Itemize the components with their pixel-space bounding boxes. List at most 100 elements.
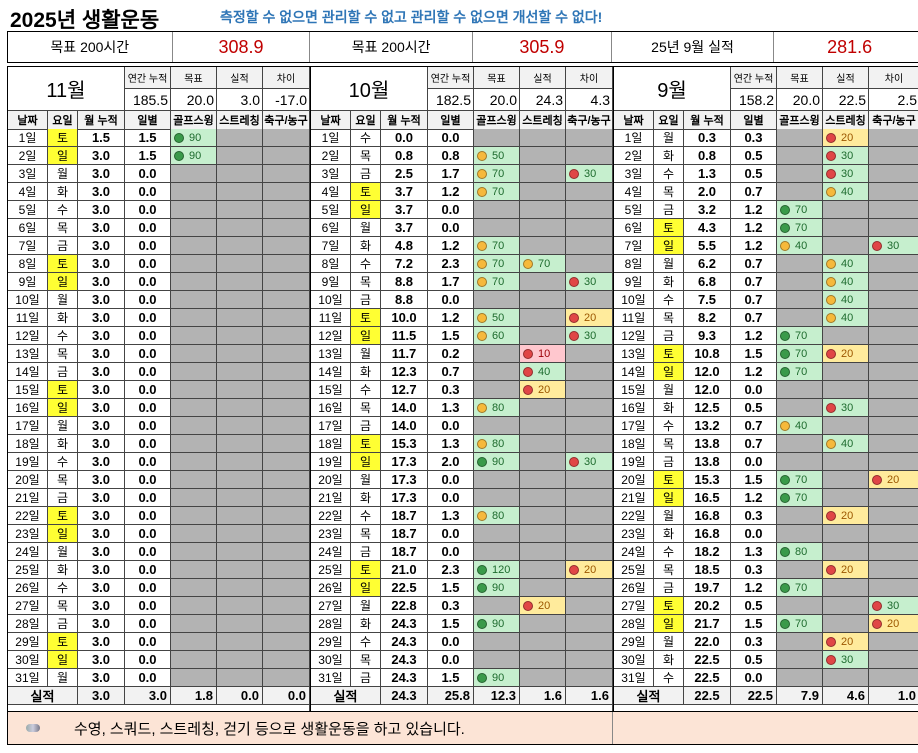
month-cumulative-cell[interactable]: 4.8 — [381, 237, 428, 255]
month-cumulative-cell[interactable]: 3.7 — [381, 201, 428, 219]
empty-activity-cell[interactable] — [474, 489, 520, 507]
empty-activity-cell[interactable] — [566, 435, 613, 453]
summary-label[interactable]: 25년 9월 실적 — [612, 32, 775, 62]
month-cumulative-cell[interactable]: 3.0 — [78, 435, 125, 453]
month-cumulative-cell[interactable]: 17.3 — [381, 453, 428, 471]
empty-activity-cell[interactable] — [171, 165, 217, 183]
stretching-cell[interactable]: 40 — [823, 435, 869, 453]
empty-activity-cell[interactable] — [171, 507, 217, 525]
empty-activity-cell[interactable] — [171, 453, 217, 471]
empty-activity-cell[interactable] — [869, 183, 918, 201]
daily-cell[interactable]: 1.5 — [731, 615, 777, 633]
empty-activity-cell[interactable] — [171, 633, 217, 651]
empty-activity-cell[interactable] — [171, 435, 217, 453]
total-value[interactable]: 12.3 — [474, 687, 520, 705]
stat-value[interactable]: 2.5 — [869, 89, 918, 111]
date-cell[interactable]: 1일 — [8, 129, 48, 147]
stretching-cell[interactable]: 40 — [823, 273, 869, 291]
golf-swing-cell[interactable]: 90 — [171, 147, 217, 165]
date-cell[interactable]: 1일 — [614, 129, 654, 147]
month-cumulative-cell[interactable]: 18.5 — [684, 561, 731, 579]
empty-activity-cell[interactable] — [217, 345, 263, 363]
weekday-cell[interactable]: 월 — [351, 471, 381, 489]
empty-activity-cell[interactable] — [171, 579, 217, 597]
empty-activity-cell[interactable] — [823, 525, 869, 543]
date-cell[interactable]: 17일 — [311, 417, 351, 435]
date-cell[interactable]: 11일 — [8, 309, 48, 327]
empty-activity-cell[interactable] — [520, 417, 566, 435]
date-cell[interactable]: 9일 — [311, 273, 351, 291]
empty-activity-cell[interactable] — [566, 417, 613, 435]
empty-activity-cell[interactable] — [263, 255, 310, 273]
empty-activity-cell[interactable] — [217, 417, 263, 435]
month-cumulative-cell[interactable]: 3.0 — [78, 489, 125, 507]
weekday-cell[interactable]: 토 — [48, 129, 78, 147]
date-cell[interactable]: 6일 — [614, 219, 654, 237]
daily-cell[interactable]: 0.0 — [125, 579, 171, 597]
empty-activity-cell[interactable] — [566, 147, 613, 165]
month-cumulative-cell[interactable]: 7.5 — [684, 291, 731, 309]
empty-activity-cell[interactable] — [171, 255, 217, 273]
weekday-cell[interactable]: 금 — [351, 165, 381, 183]
daily-cell[interactable]: 0.5 — [731, 165, 777, 183]
total-value[interactable]: 1.8 — [171, 687, 217, 705]
date-cell[interactable]: 9일 — [8, 273, 48, 291]
month-cumulative-cell[interactable]: 0.8 — [684, 147, 731, 165]
daily-cell[interactable]: 0.0 — [125, 237, 171, 255]
empty-activity-cell[interactable] — [217, 561, 263, 579]
date-cell[interactable]: 10일 — [311, 291, 351, 309]
weekday-cell[interactable]: 일 — [48, 651, 78, 669]
weekday-cell[interactable]: 화 — [654, 399, 684, 417]
month-cumulative-cell[interactable]: 11.5 — [381, 327, 428, 345]
month-cumulative-cell[interactable]: 4.3 — [684, 219, 731, 237]
empty-activity-cell[interactable] — [474, 471, 520, 489]
empty-activity-cell[interactable] — [171, 201, 217, 219]
golf-swing-cell[interactable]: 70 — [777, 345, 823, 363]
month-cumulative-cell[interactable]: 3.0 — [78, 543, 125, 561]
stretching-cell[interactable]: 30 — [823, 165, 869, 183]
daily-cell[interactable]: 0.0 — [428, 129, 474, 147]
stretching-cell[interactable]: 40 — [520, 363, 566, 381]
date-cell[interactable]: 3일 — [614, 165, 654, 183]
month-cumulative-cell[interactable]: 15.3 — [684, 471, 731, 489]
empty-activity-cell[interactable] — [171, 345, 217, 363]
golf-swing-cell[interactable]: 90 — [474, 615, 520, 633]
month-cumulative-cell[interactable]: 3.0 — [78, 273, 125, 291]
month-cumulative-cell[interactable]: 19.7 — [684, 579, 731, 597]
weekday-cell[interactable]: 수 — [654, 543, 684, 561]
daily-cell[interactable]: 0.0 — [125, 489, 171, 507]
empty-activity-cell[interactable] — [171, 669, 217, 687]
empty-activity-cell[interactable] — [171, 183, 217, 201]
empty-activity-cell[interactable] — [171, 489, 217, 507]
empty-activity-cell[interactable] — [520, 669, 566, 687]
weekday-cell[interactable]: 화 — [48, 309, 78, 327]
empty-activity-cell[interactable] — [520, 435, 566, 453]
empty-activity-cell[interactable] — [263, 309, 310, 327]
weekday-cell[interactable]: 화 — [48, 183, 78, 201]
golf-swing-cell[interactable]: 70 — [777, 219, 823, 237]
empty-activity-cell[interactable] — [474, 597, 520, 615]
weekday-cell[interactable]: 일 — [48, 273, 78, 291]
empty-activity-cell[interactable] — [171, 309, 217, 327]
empty-activity-cell[interactable] — [217, 489, 263, 507]
date-cell[interactable]: 20일 — [614, 471, 654, 489]
daily-cell[interactable]: 1.2 — [731, 237, 777, 255]
date-cell[interactable]: 18일 — [311, 435, 351, 453]
weekday-cell[interactable]: 토 — [654, 471, 684, 489]
empty-activity-cell[interactable] — [823, 417, 869, 435]
empty-activity-cell[interactable] — [263, 669, 310, 687]
empty-activity-cell[interactable] — [566, 291, 613, 309]
golf-swing-cell[interactable]: 70 — [777, 327, 823, 345]
daily-cell[interactable]: 0.0 — [125, 201, 171, 219]
empty-activity-cell[interactable] — [566, 201, 613, 219]
empty-activity-cell[interactable] — [869, 561, 918, 579]
month-cumulative-cell[interactable]: 8.2 — [684, 309, 731, 327]
daily-cell[interactable]: 0.0 — [125, 381, 171, 399]
empty-activity-cell[interactable] — [520, 489, 566, 507]
daily-cell[interactable]: 1.7 — [428, 273, 474, 291]
weekday-cell[interactable]: 수 — [351, 507, 381, 525]
month-cumulative-cell[interactable]: 3.0 — [78, 291, 125, 309]
month-cumulative-cell[interactable]: 18.2 — [684, 543, 731, 561]
daily-cell[interactable]: 1.5 — [125, 147, 171, 165]
empty-activity-cell[interactable] — [777, 129, 823, 147]
